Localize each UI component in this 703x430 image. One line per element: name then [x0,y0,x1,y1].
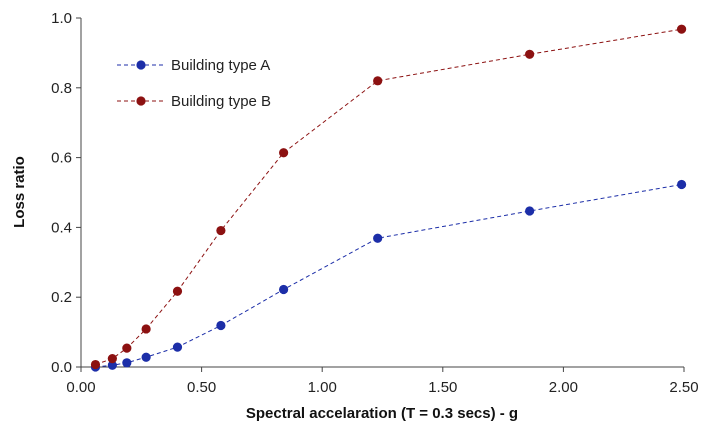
data-point-series-1 [141,352,151,362]
data-point-series-1 [122,358,132,368]
legend-marker [136,60,146,70]
series-line-2 [95,28,682,366]
data-point-series-1 [107,360,117,370]
data-point-series-1 [525,206,535,216]
y-tick-label: 0.6 [51,150,72,167]
x-tick-label: 2.00 [549,379,578,396]
y-tick-label: 0.0 [51,359,72,376]
legend-marker [136,96,146,106]
data-point-series-2 [525,49,535,59]
data-point-series-2 [373,76,383,86]
data-point-series-1 [676,179,687,190]
data-point-series-2 [172,286,183,296]
x-tick-label: 2.50 [669,379,698,396]
y-tick-label: 0.4 [51,219,72,236]
series-line-1 [95,184,682,368]
y-axis-title: Loss ratio [11,156,28,228]
ticks: 0.00 0.50 1.00 1.50 2.00 2.50 0.0 0.2 0.4 0.6 0.8 1… [51,10,698,396]
x-tick-label: 1.50 [428,379,457,396]
x-tick-label: 0.50 [187,379,216,396]
data-point-series-2 [676,24,687,34]
data-point-series-1 [279,284,289,295]
y-tick-label: 0.2 [51,289,72,306]
data-point-series-2 [107,354,117,364]
axes [80,18,684,368]
data-point-series-1 [373,233,383,243]
legend: Building type A Building type B [117,57,271,110]
y-tick-label: 0.8 [51,80,72,97]
x-axis-title: Spectral accelaration (T = 0.3 secs) - g [246,405,518,422]
series-layer [90,24,687,372]
legend-label: Building type B [171,93,271,110]
data-point-series-2 [216,225,226,236]
legend-label: Building type A [171,57,270,74]
data-point-series-2 [90,359,101,370]
x-tick-label: 1.00 [308,379,337,396]
data-point-series-2 [141,324,151,334]
data-point-series-1 [216,320,226,331]
x-tick-label: 0.00 [66,379,95,396]
data-point-series-1 [172,342,183,352]
data-point-series-2 [122,343,132,353]
data-point-series-2 [279,148,289,158]
y-tick-label: 1.0 [51,10,72,27]
